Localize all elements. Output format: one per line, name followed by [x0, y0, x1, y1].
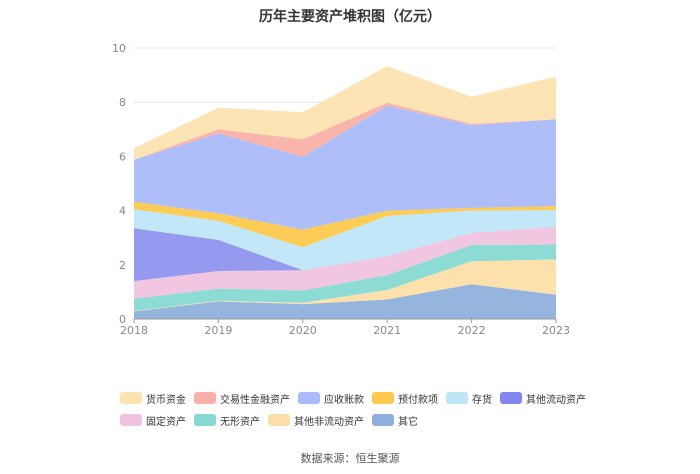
legend-item[interactable]: 无形资产 — [194, 413, 260, 428]
stacked-area-chart: 0 2 4 6 8 10 2018 2019 2020 2021 2022 2023 — [112, 42, 570, 337]
legend-item[interactable]: 其它 — [372, 413, 418, 428]
legend-swatch — [372, 414, 394, 426]
legend-row: 固定资产 无形资产 其他非流动资产 其它 — [120, 410, 590, 430]
y-tick-label: 0 — [119, 313, 126, 326]
legend-label: 货币资金 — [146, 394, 186, 406]
legend-item[interactable]: 预付款项 — [372, 391, 438, 406]
data-source: 数据来源：恒生聚源 — [300, 452, 400, 465]
area-0 — [134, 284, 556, 319]
legend-label: 其它 — [398, 416, 418, 428]
x-tick-label: 2018 — [120, 324, 148, 337]
area-5 — [134, 209, 556, 271]
legend-swatch — [120, 414, 142, 426]
x-tick-label: 2022 — [458, 324, 486, 337]
legend-label: 固定资产 — [146, 416, 186, 428]
legend-item[interactable]: 固定资产 — [120, 413, 186, 428]
y-tick-label: 8 — [119, 96, 126, 109]
legend-swatch — [500, 392, 522, 404]
x-tick-label: 2019 — [204, 324, 232, 337]
legend-item[interactable]: 其他流动资产 — [500, 391, 586, 406]
legend-swatch — [194, 392, 216, 404]
legend-label: 存货 — [472, 394, 492, 406]
area-4 — [134, 226, 556, 282]
legend-swatch — [120, 392, 142, 404]
x-tick-label: 2020 — [289, 324, 317, 337]
legend-swatch — [298, 392, 320, 404]
y-tick-label: 2 — [119, 259, 126, 272]
x-tick-label: 2021 — [373, 324, 401, 337]
legend-swatch — [194, 414, 216, 426]
area-9 — [134, 66, 556, 160]
legend-swatch — [372, 392, 394, 404]
y-tick-label: 10 — [112, 42, 126, 55]
area-6 — [134, 201, 556, 248]
legend-label: 其他流动资产 — [526, 394, 586, 406]
legend-item[interactable]: 存货 — [446, 391, 492, 406]
area-7 — [134, 105, 556, 230]
legend-swatch — [446, 392, 468, 404]
legend-item[interactable]: 交易性金融资产 — [194, 391, 290, 406]
legend: 货币资金 交易性金融资产 应收账款 预付款项 存货 其他流动资产固定资产 无形资产 其他非流动… — [120, 388, 590, 432]
area-2 — [134, 244, 556, 311]
area-8 — [134, 102, 556, 160]
legend-label: 交易性金融资产 — [220, 394, 290, 406]
y-tick-label: 6 — [119, 150, 126, 163]
legend-label: 其他非流动资产 — [294, 416, 364, 428]
legend-swatch — [268, 414, 290, 426]
legend-item[interactable]: 其他非流动资产 — [268, 413, 364, 428]
x-tick-label: 2023 — [542, 324, 570, 337]
legend-item[interactable]: 货币资金 — [120, 391, 186, 406]
legend-label: 无形资产 — [220, 416, 260, 428]
legend-row: 货币资金 交易性金融资产 应收账款 预付款项 存货 其他流动资产 — [120, 388, 590, 408]
legend-item[interactable]: 应收账款 — [298, 391, 364, 406]
area-3 — [134, 226, 556, 299]
legend-label: 应收账款 — [324, 394, 364, 406]
legend-label: 预付款项 — [398, 394, 438, 406]
chart-title: 历年主要资产堆积图（亿元） — [259, 9, 441, 25]
area-1 — [134, 259, 556, 312]
y-tick-label: 4 — [119, 205, 126, 218]
